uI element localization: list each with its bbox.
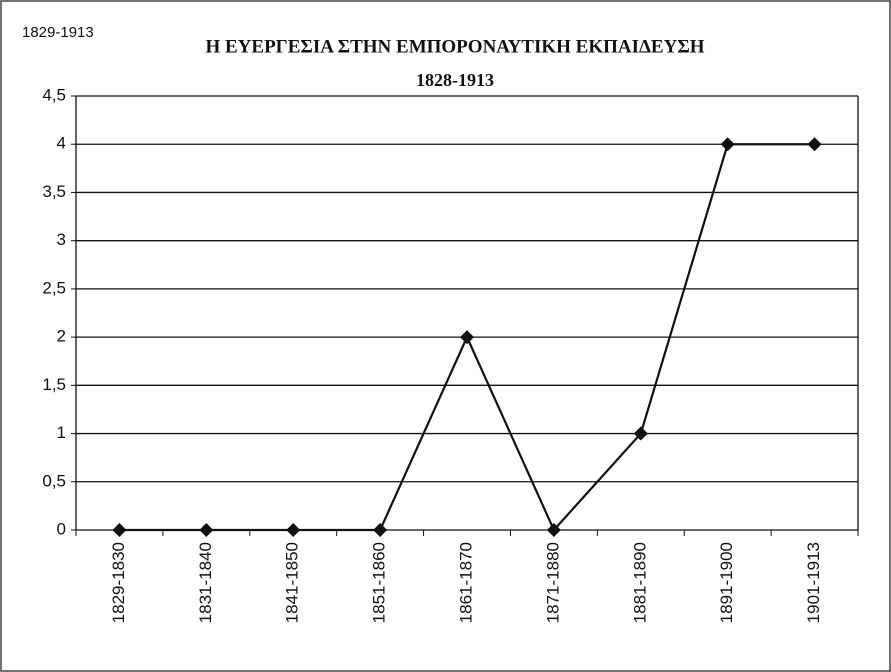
chart-subtitle: 1828-1913 xyxy=(416,70,494,90)
y-tick-label: 2 xyxy=(57,327,66,346)
x-tick-label: 1831-1840 xyxy=(196,542,215,623)
marker xyxy=(286,523,301,537)
y-tick-label: 0,5 xyxy=(42,471,66,490)
x-tick-label: 1851-1860 xyxy=(370,542,389,623)
y-tick-label: 2,5 xyxy=(42,278,66,297)
x-tick-label: 1871-1880 xyxy=(543,542,562,623)
marker xyxy=(112,523,127,537)
y-tick-label: 0 xyxy=(57,519,66,538)
x-tick-label: 1901-1913 xyxy=(804,542,823,623)
x-tick-label: 1881-1890 xyxy=(630,542,649,623)
marker xyxy=(373,523,388,537)
y-tick-label: 3,5 xyxy=(42,182,66,201)
annotation: 1829-1913 xyxy=(22,24,94,41)
x-tick-label: 1861-1870 xyxy=(456,542,475,623)
marker xyxy=(633,426,648,441)
y-tick-label: 4,5 xyxy=(42,85,66,104)
x-tick-label: 1841-1850 xyxy=(283,542,302,623)
marker xyxy=(460,330,474,345)
y-tick-label: 4 xyxy=(57,134,66,153)
x-tick-label: 1829-1830 xyxy=(109,542,128,623)
marker xyxy=(199,523,214,537)
marker xyxy=(807,137,822,152)
chart-title: Η ΕΥΕΡΓΕΣΙΑ ΣΤΗΝ ΕΜΠΟΡΟΝΑΥΤΙΚΗ ΕΚΠΑΙΔΕΥΣ… xyxy=(205,36,704,57)
x-tick-label: 1891-1900 xyxy=(717,542,736,623)
marker xyxy=(720,137,735,152)
marker xyxy=(546,523,561,537)
y-tick-label: 1,5 xyxy=(42,375,66,394)
y-tick-label: 3 xyxy=(57,230,66,249)
y-tick-label: 1 xyxy=(57,423,66,442)
